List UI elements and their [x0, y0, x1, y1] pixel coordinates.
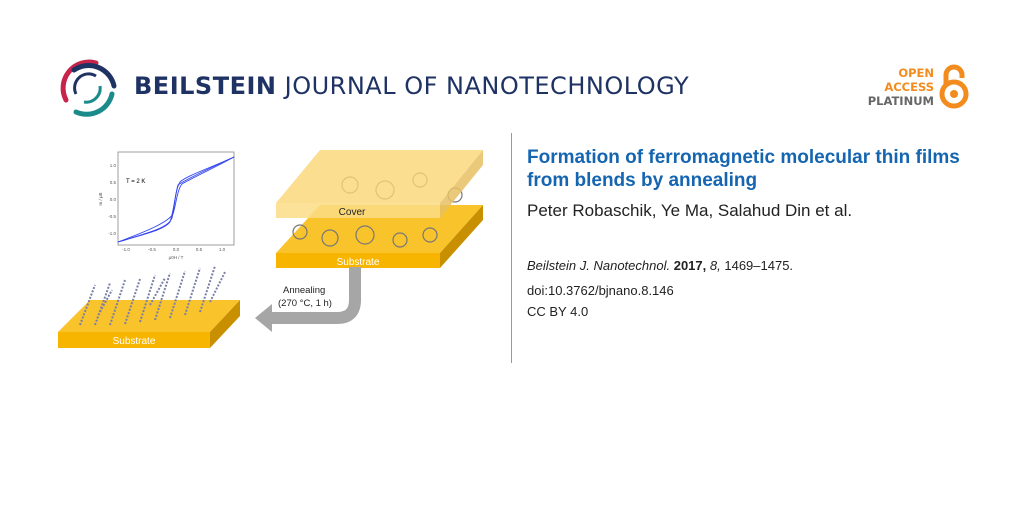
- svg-text:0.5: 0.5: [196, 247, 203, 252]
- svg-text:(270 °C, 1 h): (270 °C, 1 h): [278, 298, 332, 309]
- article-authors: Peter Robaschik, Ye Ma, Salahud Din et a…: [527, 201, 853, 220]
- open-access-line-3: PLATINUM: [867, 94, 934, 108]
- citation: Beilstein J. Nanotechnol. 2017, 8, 1469–…: [527, 258, 794, 273]
- svg-text:Cover: Cover: [339, 207, 366, 218]
- annealed-substrate: Substrate: [58, 265, 240, 348]
- open-access-line-1: OPEN: [898, 66, 934, 80]
- svg-text:-0.5: -0.5: [148, 247, 156, 252]
- svg-text:-1.0: -1.0: [108, 231, 116, 236]
- svg-text:0.5: 0.5: [110, 180, 117, 185]
- svg-text:0.0: 0.0: [173, 247, 180, 252]
- svg-text:-1.0: -1.0: [122, 247, 130, 252]
- journal-name: BEILSTEIN JOURNAL OF NANOTECHNOLOGY: [134, 72, 690, 100]
- open-access-line-2: ACCESS: [884, 80, 934, 94]
- blend-stack: Substrate Cover: [276, 150, 483, 268]
- article-title[interactable]: Formation of ferromagnetic molecular thi…: [527, 147, 960, 191]
- svg-text:m / μB: m / μB: [98, 192, 103, 205]
- open-lock-icon: [939, 64, 969, 109]
- svg-text:1.0: 1.0: [110, 163, 117, 168]
- svg-text:1.0: 1.0: [219, 247, 226, 252]
- doi-link[interactable]: doi:10.3762/bjnano.8.146: [527, 283, 674, 298]
- divider: [511, 133, 512, 363]
- svg-text:0.0: 0.0: [110, 197, 117, 202]
- svg-text:-0.5: -0.5: [108, 214, 116, 219]
- svg-text:T = 2 K: T = 2 K: [126, 179, 145, 185]
- annealing-arrow: Annealing (270 °C, 1 h): [255, 267, 361, 332]
- license: CC BY 4.0: [527, 304, 589, 319]
- beilstein-logo-icon: [60, 59, 117, 117]
- hysteresis-plot: T = 2 K -1.0 -0.5 0.0 0.5 1.0 1.0 0.5 0.…: [98, 151, 235, 260]
- graphical-abstract-image: T = 2 K -1.0 -0.5 0.0 0.5 1.0 1.0 0.5 0.…: [58, 150, 483, 348]
- svg-text:μ0H / T: μ0H / T: [169, 255, 184, 260]
- svg-text:Substrate: Substrate: [113, 336, 156, 347]
- svg-text:Substrate: Substrate: [337, 257, 380, 268]
- svg-text:Annealing: Annealing: [283, 285, 325, 296]
